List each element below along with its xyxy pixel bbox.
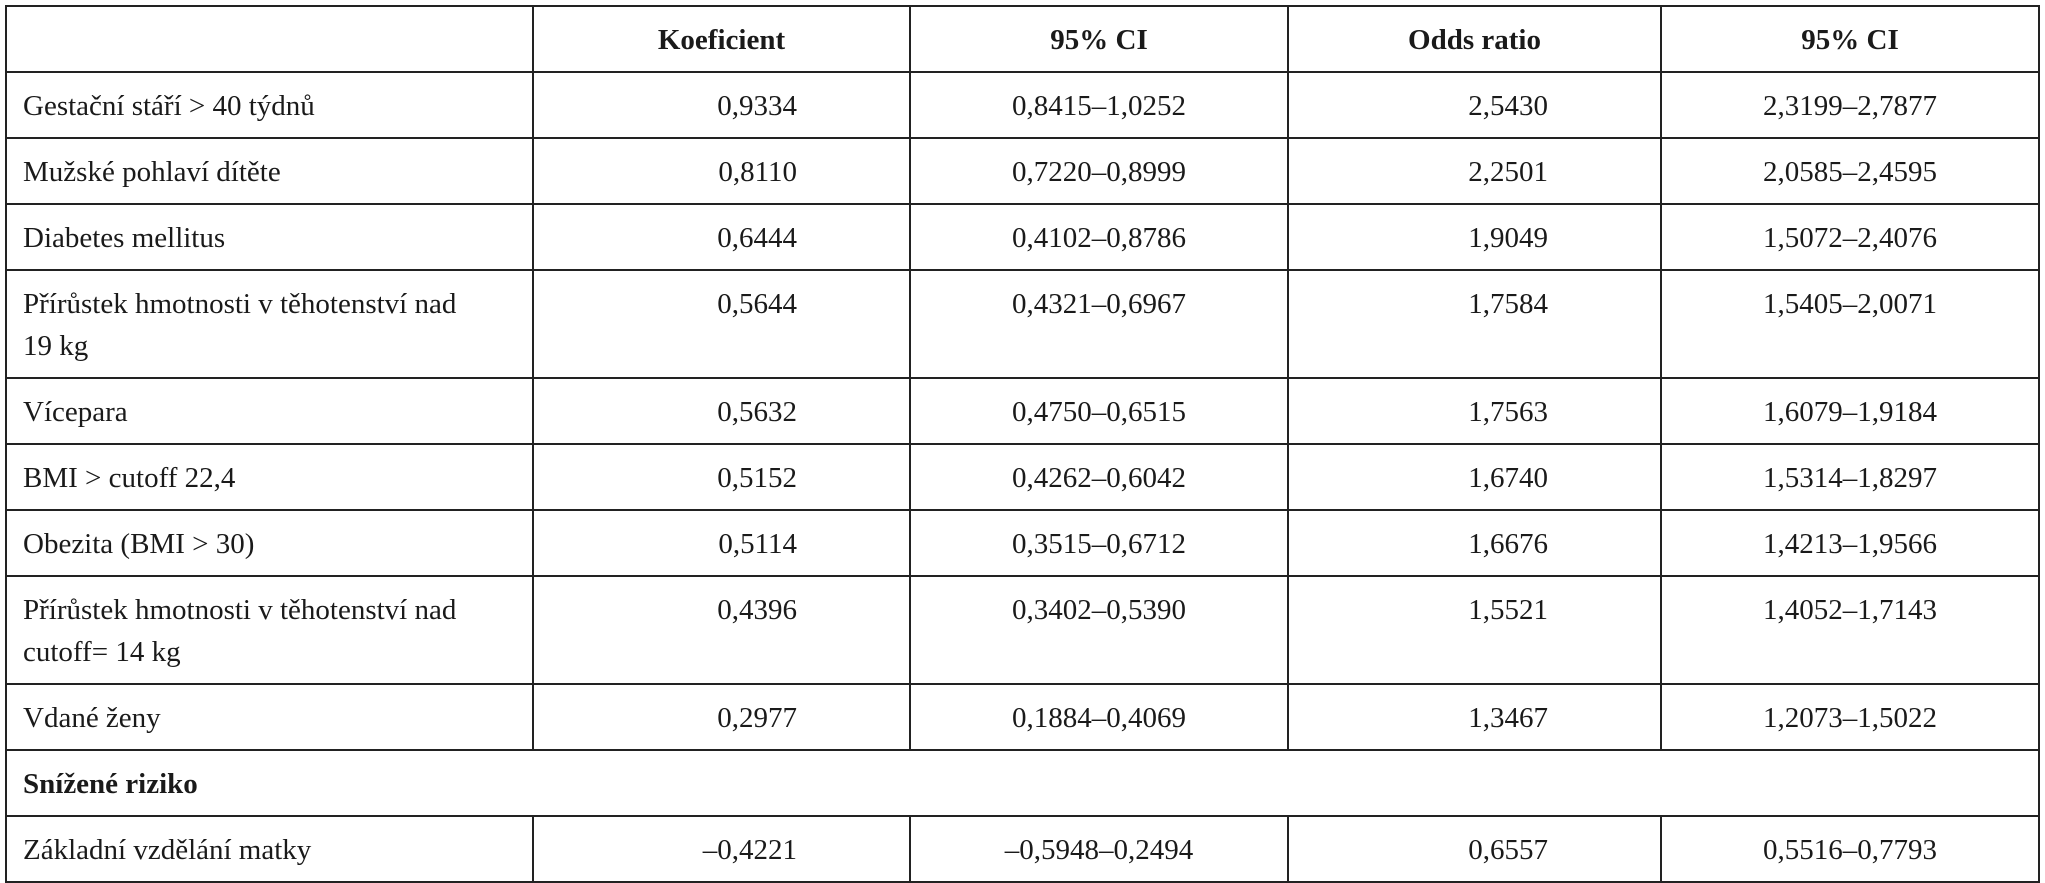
value-cell: 0,2977 bbox=[532, 683, 911, 751]
value-cell: 0,6444 bbox=[532, 203, 911, 271]
row-label: Gestační stáří > 40 týdnů bbox=[5, 71, 534, 139]
value-cell: 1,7584 bbox=[1287, 269, 1662, 379]
value-cell: 2,2501 bbox=[1287, 137, 1662, 205]
table-row: BMI > cutoff 22,4 0,5152 0,4262–0,6042 1,67… bbox=[5, 443, 2040, 511]
value-cell: 0,8415–1,0252 bbox=[909, 71, 1289, 139]
value-cell: 1,4213–1,9566 bbox=[1660, 509, 2040, 577]
header-cell bbox=[5, 5, 534, 73]
value-cell: –0,5948–0,2494 bbox=[909, 815, 1289, 883]
table-row: Obezita (BMI > 30) 0,5114 0,3515–0,6712 1,6… bbox=[5, 509, 2040, 577]
value-cell: 1,7563 bbox=[1287, 377, 1662, 445]
value-cell: 1,5314–1,8297 bbox=[1660, 443, 2040, 511]
header-cell: 95% CI bbox=[1660, 5, 2040, 73]
table-row: Mužské pohlaví dítěte 0,8110 0,7220–0,8999… bbox=[5, 137, 2040, 205]
value-cell: 2,3199–2,7877 bbox=[1660, 71, 2040, 139]
value-cell: 0,4262–0,6042 bbox=[909, 443, 1289, 511]
value-cell: 1,6740 bbox=[1287, 443, 1662, 511]
value-cell: 0,9334 bbox=[532, 71, 911, 139]
page: Koeficient 95% CI Odds ratio 95% CI Gest… bbox=[5, 5, 2040, 883]
table-row: Diabetes mellitus 0,6444 0,4102–0,8786 1,90… bbox=[5, 203, 2040, 271]
row-label: BMI > cutoff 22,4 bbox=[5, 443, 534, 511]
row-label: Mužské pohlaví dítěte bbox=[5, 137, 534, 205]
value-cell: 0,5632 bbox=[532, 377, 911, 445]
value-cell: 1,6676 bbox=[1287, 509, 1662, 577]
value-cell: 0,5516–0,7793 bbox=[1660, 815, 2040, 883]
value-cell: 0,5644 bbox=[532, 269, 911, 379]
value-cell: 1,4052–1,7143 bbox=[1660, 575, 2040, 685]
value-cell: 0,3515–0,6712 bbox=[909, 509, 1289, 577]
value-cell: –0,4221 bbox=[532, 815, 911, 883]
value-cell: 1,5072–2,4076 bbox=[1660, 203, 2040, 271]
row-label: Vícepara bbox=[5, 377, 534, 445]
value-cell: 1,9049 bbox=[1287, 203, 1662, 271]
value-cell: 2,0585–2,4595 bbox=[1660, 137, 2040, 205]
value-cell: 1,3467 bbox=[1287, 683, 1662, 751]
value-cell: 1,5405–2,0071 bbox=[1660, 269, 2040, 379]
header-cell: 95% CI bbox=[909, 5, 1289, 73]
value-cell: 1,2073–1,5022 bbox=[1660, 683, 2040, 751]
row-label: Přírůstek hmotnosti v těhotenství nad cu… bbox=[5, 575, 534, 685]
value-cell: 0,4321–0,6967 bbox=[909, 269, 1289, 379]
value-cell: 2,5430 bbox=[1287, 71, 1662, 139]
header-cell: Odds ratio bbox=[1287, 5, 1662, 73]
header-row: Koeficient 95% CI Odds ratio 95% CI bbox=[5, 5, 2040, 73]
table-row: Gestační stáří > 40 týdnů 0,9334 0,8415–1,… bbox=[5, 71, 2040, 139]
table-row: Přírůstek hmotnosti v těhotenství nad 19… bbox=[5, 269, 2040, 379]
header-cell: Koeficient bbox=[532, 5, 911, 73]
value-cell: 0,5114 bbox=[532, 509, 911, 577]
row-label: Diabetes mellitus bbox=[5, 203, 534, 271]
table-row: Vdané ženy 0,2977 0,1884–0,4069 1,3467 1,207… bbox=[5, 683, 2040, 751]
value-cell: 0,4396 bbox=[532, 575, 911, 685]
value-cell: 0,3402–0,5390 bbox=[909, 575, 1289, 685]
value-cell: 1,5521 bbox=[1287, 575, 1662, 685]
value-cell: 0,6557 bbox=[1287, 815, 1662, 883]
value-cell: 0,7220–0,8999 bbox=[909, 137, 1289, 205]
table-row: Základní vzdělání matky –0,4221 –0,5948–0,… bbox=[5, 815, 2040, 883]
value-cell: 0,1884–0,4069 bbox=[909, 683, 1289, 751]
table-row: Vícepara 0,5632 0,4750–0,6515 1,7563 1,6079–… bbox=[5, 377, 2040, 445]
section-label: Snížené riziko bbox=[5, 749, 2040, 817]
value-cell: 0,4102–0,8786 bbox=[909, 203, 1289, 271]
table-row: Přírůstek hmotnosti v těhotenství nad cu… bbox=[5, 575, 2040, 685]
results-table: Koeficient 95% CI Odds ratio 95% CI Gest… bbox=[5, 5, 2040, 883]
row-label: Přírůstek hmotnosti v těhotenství nad 19… bbox=[5, 269, 534, 379]
value-cell: 0,5152 bbox=[532, 443, 911, 511]
row-label: Základní vzdělání matky bbox=[5, 815, 534, 883]
section-row: Snížené riziko bbox=[5, 749, 2040, 817]
value-cell: 0,4750–0,6515 bbox=[909, 377, 1289, 445]
value-cell: 0,8110 bbox=[532, 137, 911, 205]
row-label: Obezita (BMI > 30) bbox=[5, 509, 534, 577]
value-cell: 1,6079–1,9184 bbox=[1660, 377, 2040, 445]
row-label: Vdané ženy bbox=[5, 683, 534, 751]
